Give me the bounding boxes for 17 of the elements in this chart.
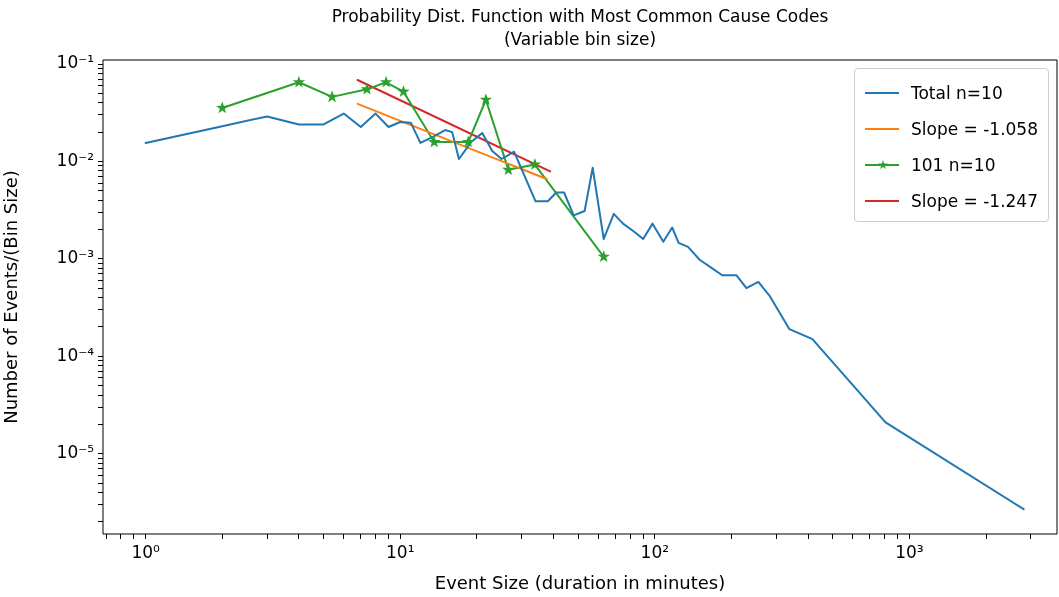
y-tick-label: 10⁻⁵ — [56, 442, 94, 463]
chart-subtitle: (Variable bin size) — [503, 29, 657, 49]
legend-label: Total n=10 — [910, 83, 1003, 103]
y-tick-label: 10⁻³ — [56, 247, 94, 268]
y-tick-label: 10⁻² — [56, 149, 94, 170]
x-tick-label: 10¹ — [386, 541, 415, 562]
x-tick-label: 10² — [640, 541, 670, 562]
legend-label: 101 n=10 — [910, 155, 996, 175]
legend-label: Slope = -1.247 — [910, 191, 1038, 211]
chart-title: Probability Dist. Function with Most Common Cause Codes — [331, 6, 829, 26]
x-tick-label: 10³ — [895, 541, 924, 562]
x-tick-label: 10⁰ — [131, 541, 161, 562]
x-axis-title: Event Size (duration in minutes) — [434, 571, 726, 593]
y-axis-title: Number of Events/(Bin Size) — [0, 170, 22, 424]
y-tick-label: 10⁻¹ — [56, 52, 94, 73]
legend-label: Slope = -1.058 — [910, 119, 1038, 139]
y-tick-label: 10⁻⁴ — [56, 344, 95, 365]
